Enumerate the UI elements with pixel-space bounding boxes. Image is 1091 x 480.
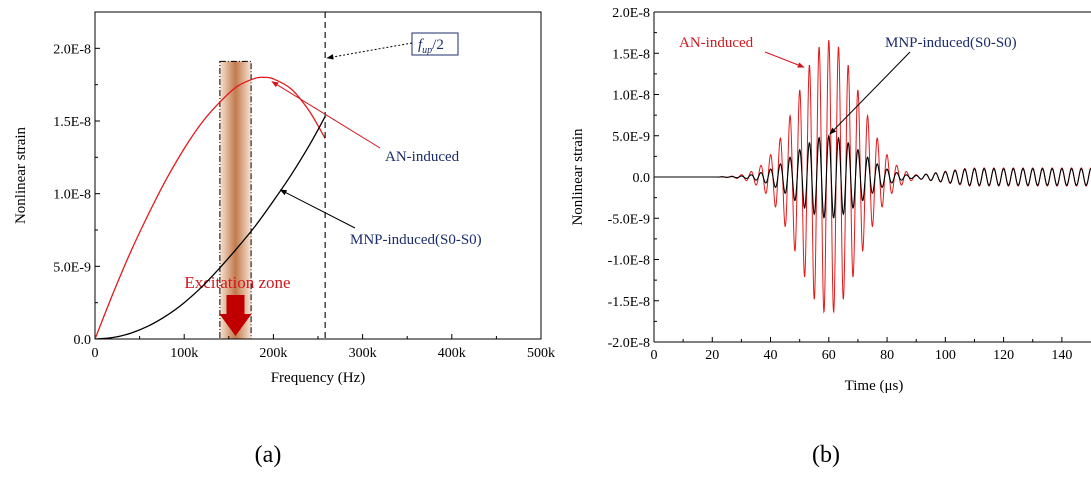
axes-a: 0 100k 200k 300k 400k 500k 0.0 5.0E-9 1.0E-8 1.5E… bbox=[53, 11, 555, 361]
mnp-annotation-label-b: MNP-induced(S0-S0) bbox=[885, 35, 1017, 51]
series-line-mnp-induced bbox=[95, 116, 326, 339]
y-axis-label-b: Nonlinear strain bbox=[570, 128, 586, 226]
y-tick-label-b: -1.0E-8 bbox=[608, 254, 650, 269]
x-tick-label-b: 40 bbox=[764, 348, 778, 363]
y-tick-label-a: 1.5E-8 bbox=[53, 115, 91, 130]
x-tick-label-a: 400k bbox=[438, 346, 466, 361]
an-annotation-arrow-b bbox=[764, 51, 805, 68]
x-tick-label-b: 60 bbox=[822, 348, 836, 363]
x-tick-label-b: 120 bbox=[993, 348, 1014, 363]
cutoff-label: fup/2 bbox=[326, 32, 459, 60]
x-tick-label-b: 20 bbox=[705, 348, 719, 363]
x-tick-label-a: 500k bbox=[527, 346, 555, 361]
cutoff-label-text: fup/2 bbox=[418, 37, 444, 56]
y-tick-label-b: 0.0 bbox=[633, 171, 651, 186]
axes-b: 0 20 40 60 80 100 120 140 -2.0E-8 -1.5E-8 -1.0E-8 -… bbox=[608, 6, 1091, 363]
y-tick-label-a: 1.0E-8 bbox=[53, 188, 91, 203]
panel-a: Excitation zone 0 100k 200k 300k 400k 500k 0.0… bbox=[13, 11, 555, 468]
mnp-annotation-arrow bbox=[279, 189, 356, 229]
excitation-zone: Excitation zone bbox=[184, 60, 291, 340]
an-annotation-label: AN-induced bbox=[385, 149, 460, 165]
panel-label-a: (a) bbox=[255, 442, 282, 468]
y-tick-label-b: 5.0E-9 bbox=[612, 130, 650, 145]
an-annotation-label-b: AN-induced bbox=[679, 35, 754, 51]
plot-frame-a bbox=[94, 11, 542, 340]
an-annotation-arrow bbox=[271, 81, 381, 149]
y-tick-label-a: 5.0E-9 bbox=[53, 260, 91, 275]
panel-b: 0 20 40 60 80 100 120 140 -2.0E-8 -1.5E-8 -1.0E-8 -… bbox=[570, 6, 1091, 468]
y-tick-label-b: -1.5E-8 bbox=[608, 295, 650, 310]
x-tick-label-a: 300k bbox=[349, 346, 377, 361]
excitation-down-arrow-icon bbox=[219, 295, 252, 336]
y-tick-label-b: -2.0E-8 bbox=[608, 336, 650, 351]
y-tick-label-b: 2.0E-8 bbox=[612, 6, 650, 21]
x-axis-label-a: Frequency (Hz) bbox=[271, 370, 366, 386]
x-tick-label-a: 0 bbox=[92, 346, 99, 361]
y-tick-label-a: 0.0 bbox=[74, 333, 92, 348]
series-line-mnp-induced-time bbox=[654, 134, 1091, 219]
y-tick-label-b: -5.0E-9 bbox=[608, 212, 650, 227]
cutoff-label-box bbox=[411, 32, 459, 56]
y-tick-label-b: 1.0E-8 bbox=[612, 89, 650, 104]
y-tick-label-b: 1.5E-8 bbox=[612, 47, 650, 62]
x-tick-label-a: 100k bbox=[170, 346, 198, 361]
series-line-an-induced bbox=[95, 76, 326, 339]
y-tick-label-a: 2.0E-8 bbox=[53, 42, 91, 57]
x-tick-label-b: 100 bbox=[935, 348, 956, 363]
cutoff-pointer bbox=[326, 42, 413, 60]
x-tick-label-b: 80 bbox=[880, 348, 894, 363]
mnp-annotation-arrow-b bbox=[829, 51, 911, 135]
panel-label-b: (b) bbox=[812, 442, 840, 468]
x-tick-label-a: 200k bbox=[259, 346, 287, 361]
x-tick-label-b: 140 bbox=[1051, 348, 1072, 363]
x-tick-label-b: 0 bbox=[651, 348, 658, 363]
y-axis-label-a: Nonlinear strain bbox=[13, 126, 29, 224]
mnp-annotation-label: MNP-induced(S0-S0) bbox=[350, 232, 482, 248]
excitation-zone-band bbox=[219, 61, 252, 340]
x-axis-label-b: Time (μs) bbox=[845, 378, 904, 394]
